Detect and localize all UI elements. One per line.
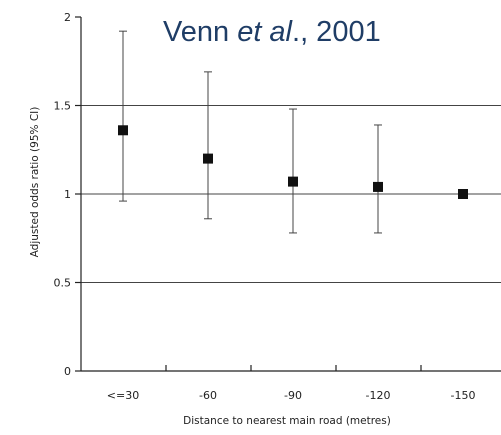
y-tick-label: 1.5 — [54, 100, 72, 113]
y-tick-label: 2 — [64, 11, 71, 24]
x-tick-label: <=30 — [107, 389, 139, 402]
x-ticks: <=30 -60 -90 -120 -150 — [107, 365, 476, 402]
citation-caption: Venn et al., 2001 — [163, 16, 381, 48]
error-bars — [119, 30, 382, 234]
x-tick-label: -90 — [284, 389, 302, 402]
x-tick-label: -150 — [451, 389, 476, 402]
data-point-3 — [373, 181, 383, 192]
data-point-1 — [203, 153, 213, 164]
x-tick-label: -60 — [199, 389, 217, 402]
x-tick-label: -120 — [366, 389, 391, 402]
x-axis-label: Distance to nearest main road (metres) — [183, 415, 391, 427]
citation-author: Venn — [163, 16, 237, 48]
y-axis-label: Adjusted odds ratio (95% CI) — [29, 107, 41, 258]
gridlines — [81, 105, 501, 283]
citation-year: ., 2001 — [292, 16, 381, 48]
data-points — [118, 125, 468, 199]
y-tick-label: 0 — [64, 365, 71, 378]
data-point-0 — [118, 125, 128, 136]
data-point-2 — [288, 176, 298, 187]
y-ticks: 0 0.5 1 1.5 2 — [54, 11, 81, 378]
y-tick-label: 1 — [64, 188, 71, 201]
citation-et-al: et al — [237, 16, 293, 48]
data-point-4 — [458, 189, 468, 199]
y-tick-label: 0.5 — [54, 277, 72, 290]
